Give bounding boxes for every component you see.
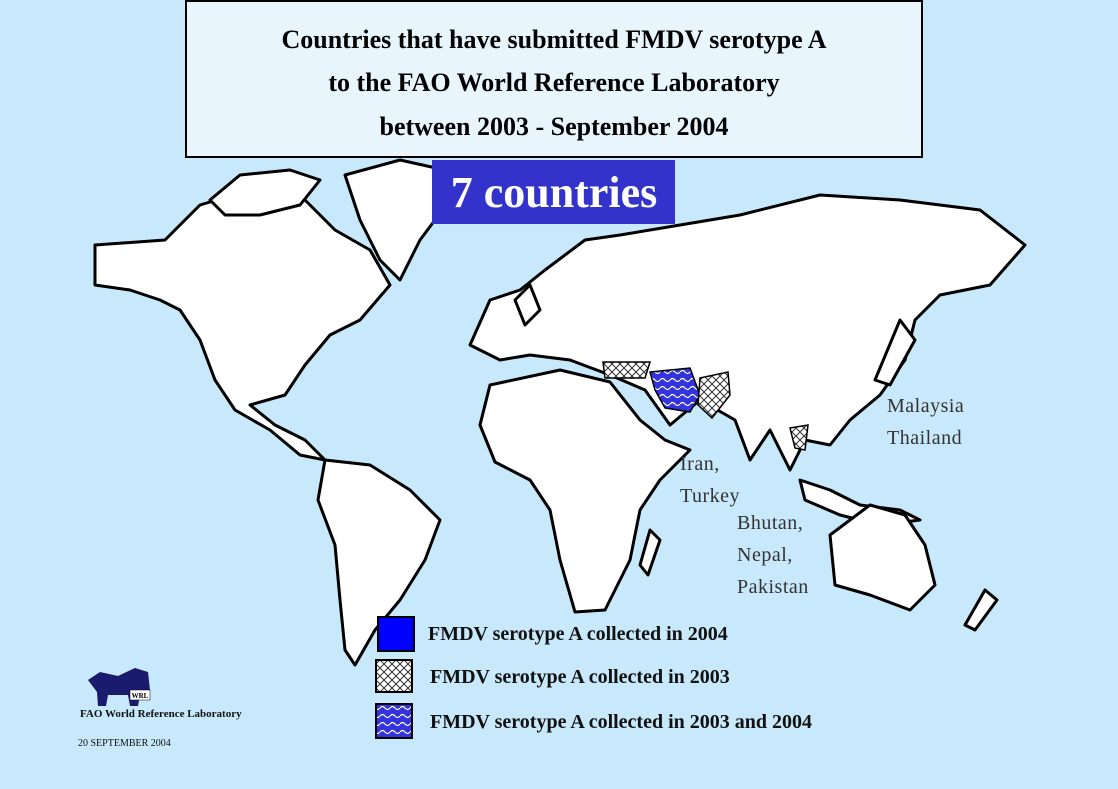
annotation: Bhutan, bbox=[737, 512, 803, 534]
logo: WRL bbox=[88, 668, 151, 706]
thailand bbox=[789, 424, 809, 451]
greenland bbox=[343, 158, 452, 282]
title-box bbox=[185, 0, 923, 158]
title-line: to the FAO World Reference Laboratory bbox=[328, 68, 779, 97]
logo-text: WRL bbox=[132, 692, 149, 700]
world-map bbox=[93, 158, 1027, 667]
arctic-islands bbox=[208, 168, 322, 217]
organization: FAO World Reference Laboratory bbox=[80, 708, 242, 720]
south-america bbox=[316, 458, 442, 667]
iran bbox=[649, 367, 701, 413]
date: 20 SEPTEMBER 2004 bbox=[78, 738, 171, 749]
title-line: between 2003 - September 2004 bbox=[379, 112, 728, 141]
madagascar bbox=[638, 528, 662, 577]
turkey bbox=[602, 361, 652, 379]
legend-swatch bbox=[377, 616, 415, 652]
uk bbox=[513, 283, 542, 327]
legend-swatch bbox=[375, 659, 413, 693]
africa bbox=[478, 368, 692, 614]
badge-text: 7 countries bbox=[451, 168, 658, 217]
annotation: Nepal, bbox=[737, 544, 793, 566]
title-line: Countries that have submitted FMDV serot… bbox=[281, 25, 826, 54]
legend-label: FMDV serotype A collected in 2004 bbox=[428, 623, 728, 645]
legend-label: FMDV serotype A collected in 2003 bbox=[430, 666, 730, 688]
annotation: Thailand bbox=[887, 427, 962, 449]
north-america bbox=[93, 188, 392, 462]
new-zealand bbox=[963, 588, 999, 632]
annotation: Malaysia bbox=[887, 395, 964, 417]
japan bbox=[873, 318, 917, 387]
legend-label: FMDV serotype A collected in 2003 and 20… bbox=[430, 711, 812, 733]
logo-tag bbox=[129, 689, 151, 701]
annotation: Iran, bbox=[680, 453, 720, 475]
badge-box bbox=[432, 160, 675, 224]
australia bbox=[828, 503, 937, 612]
annotation: Turkey bbox=[680, 485, 740, 507]
annotation: Pakistan bbox=[737, 576, 809, 598]
pakistan bbox=[697, 371, 731, 420]
legend-swatch bbox=[375, 703, 413, 739]
